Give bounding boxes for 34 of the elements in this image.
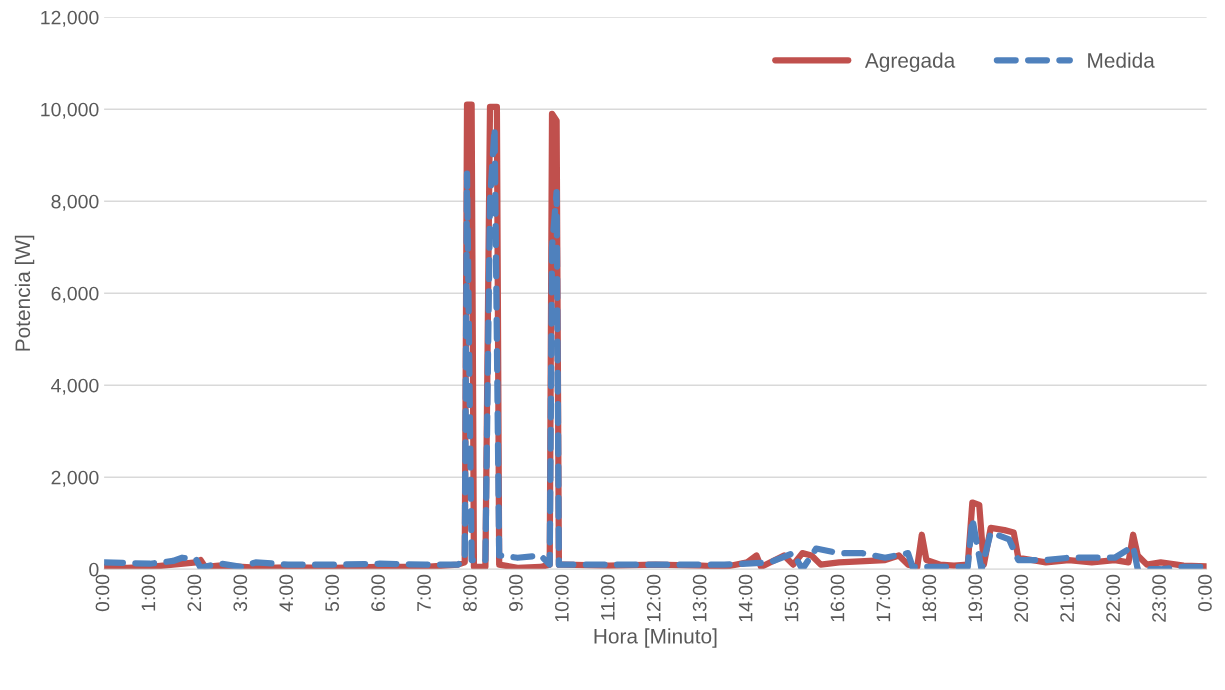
x-tick-label: 19:00 (968, 574, 983, 622)
x-tick-label: 23:00 (1152, 574, 1166, 622)
y-tick-label: 10,000 (41, 102, 99, 119)
y-tick-label: 4,000 (51, 378, 99, 395)
x-axis-title: Hora [Minuto] (594, 628, 717, 648)
x-tick-label: 15:00 (784, 574, 799, 622)
y-tick-label: 12,000 (41, 10, 99, 27)
x-tick-label: 3:00 (233, 574, 248, 612)
x-tick-label: 22:00 (1106, 574, 1120, 622)
x-tick-label: 2:00 (187, 574, 202, 611)
x-tick-label: 8:00 (463, 574, 477, 612)
x-tick-label: 10:00 (554, 574, 569, 622)
x-tick-label: 18:00 (922, 574, 937, 622)
x-tick-label: 14:00 (738, 574, 753, 622)
x-tick-label: 1:00 (141, 574, 156, 611)
x-tick-label: 5:00 (325, 574, 340, 612)
y-axis-title: Potencia [W] (14, 235, 35, 351)
x-tick-label: 16:00 (830, 574, 845, 622)
x-tick-label: 20:00 (1014, 574, 1029, 622)
legend-label: Agregada (864, 52, 956, 72)
x-tick-label: 6:00 (371, 574, 385, 611)
y-tick-label: 6,000 (51, 286, 99, 303)
x-tick-label: 4:00 (279, 574, 294, 612)
x-tick-label: 17:00 (876, 574, 891, 622)
y-tick-label: 2,000 (51, 470, 99, 487)
x-tick-label: 11:00 (600, 574, 615, 620)
x-tick-label: 21:00 (1060, 574, 1075, 622)
x-tick-label: 9:00 (509, 574, 523, 612)
x-tick-label: 13:00 (692, 574, 707, 622)
y-tick-label: 8,000 (51, 194, 99, 211)
x-tick-label: 12:00 (646, 574, 661, 622)
x-tick-label: 7:00 (417, 574, 431, 611)
legend-label: Medida (1088, 52, 1155, 68)
x-tick-label: 0:00 (1198, 574, 1212, 612)
